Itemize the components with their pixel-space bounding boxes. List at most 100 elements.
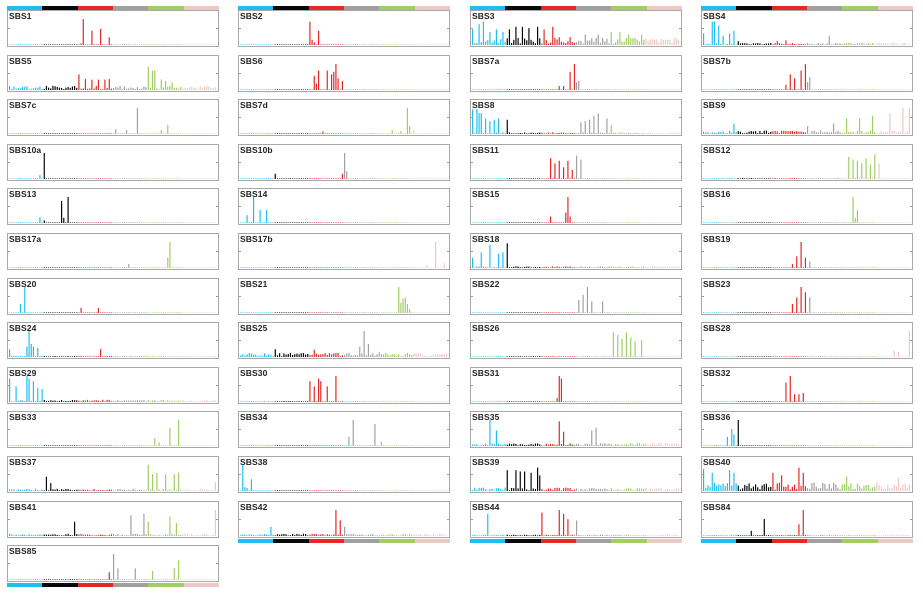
bar	[576, 520, 578, 536]
bar	[882, 356, 885, 357]
bar	[759, 222, 761, 223]
bar	[167, 124, 169, 134]
bar	[820, 445, 822, 446]
bar	[731, 267, 733, 268]
bar	[537, 443, 539, 446]
bar	[415, 44, 417, 45]
bar	[413, 178, 415, 179]
bar	[69, 489, 71, 491]
bar	[97, 79, 100, 90]
bar	[824, 401, 826, 402]
signature-panel: SBS8	[470, 99, 682, 136]
bar	[204, 312, 206, 313]
bar	[906, 534, 908, 536]
bar	[796, 488, 798, 491]
bar	[296, 222, 298, 223]
bar	[599, 443, 602, 446]
bar	[208, 579, 210, 580]
bar	[35, 44, 37, 45]
bar	[372, 178, 374, 179]
bar	[809, 401, 811, 402]
bar	[37, 267, 39, 268]
bar	[263, 178, 266, 179]
bar	[908, 535, 911, 536]
bar	[850, 312, 852, 313]
bar	[872, 445, 874, 446]
bar	[188, 490, 191, 491]
bar	[350, 312, 352, 313]
bar	[326, 133, 328, 134]
bar	[813, 482, 815, 491]
bar	[337, 534, 339, 536]
bar	[550, 401, 552, 402]
bar	[141, 400, 143, 402]
bar	[201, 489, 204, 491]
bar	[309, 312, 311, 313]
bar	[134, 533, 136, 536]
bar	[141, 534, 143, 536]
bar	[311, 490, 313, 491]
bar	[893, 178, 895, 179]
bar	[110, 534, 113, 536]
bar	[794, 445, 796, 446]
bar	[539, 401, 541, 402]
bar	[615, 267, 617, 268]
bar	[750, 445, 752, 446]
bar	[328, 44, 331, 45]
bar	[506, 119, 508, 134]
bar	[720, 445, 722, 446]
bar	[283, 222, 285, 223]
bar	[472, 29, 474, 45]
bar	[528, 490, 530, 491]
bar	[136, 490, 139, 491]
bar	[742, 133, 744, 134]
bar	[515, 266, 517, 268]
bar	[768, 267, 770, 268]
bar	[169, 427, 171, 446]
bar	[52, 534, 54, 536]
bar	[586, 443, 589, 446]
bar	[167, 257, 169, 268]
bar	[279, 401, 281, 402]
bar	[406, 490, 409, 491]
bar	[630, 312, 632, 313]
bar	[534, 89, 537, 90]
bar	[337, 133, 339, 134]
bar	[102, 534, 104, 536]
bar	[726, 356, 729, 357]
bar	[428, 178, 430, 179]
bar	[526, 534, 528, 536]
bar	[489, 420, 491, 446]
bar	[768, 312, 770, 313]
class-swatch-T-to-A	[806, 6, 843, 10]
bar	[160, 535, 162, 536]
bar	[532, 312, 534, 313]
bar	[76, 178, 78, 179]
bar	[104, 133, 106, 134]
bar	[530, 444, 532, 446]
bar	[63, 401, 65, 402]
bar	[528, 356, 530, 357]
bar	[67, 579, 69, 580]
bar	[19, 445, 22, 446]
bar	[785, 267, 787, 268]
bar	[763, 519, 765, 536]
bar	[885, 312, 887, 313]
bar	[750, 356, 752, 357]
bar	[547, 89, 550, 90]
bar	[93, 445, 95, 446]
bar	[811, 312, 813, 313]
bar	[895, 222, 898, 223]
bar	[567, 133, 569, 134]
bar	[149, 267, 152, 268]
bar	[300, 133, 302, 134]
bar	[757, 445, 759, 446]
bar	[722, 35, 724, 45]
bar	[250, 133, 253, 134]
y-axis-tick	[8, 73, 10, 74]
bar	[500, 401, 502, 402]
bar	[900, 401, 902, 402]
bar	[867, 222, 869, 223]
bar	[787, 356, 789, 357]
bar	[274, 133, 276, 134]
